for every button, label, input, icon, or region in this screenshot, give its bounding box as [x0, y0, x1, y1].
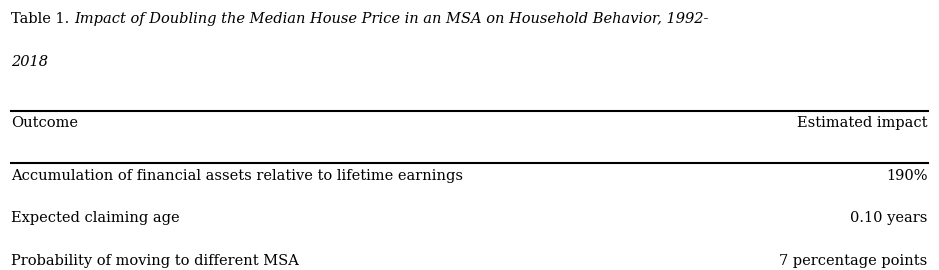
Text: Expected claiming age: Expected claiming age — [11, 211, 180, 225]
Text: 7 percentage points: 7 percentage points — [779, 254, 928, 268]
Text: 2018: 2018 — [11, 55, 48, 69]
Text: Table 1.: Table 1. — [11, 12, 74, 26]
Text: Probability of moving to different MSA: Probability of moving to different MSA — [11, 254, 300, 268]
Text: Estimated impact: Estimated impact — [797, 116, 928, 130]
Text: Outcome: Outcome — [11, 116, 78, 130]
Text: Impact of Doubling the Median House Price in an MSA on Household Behavior, 1992-: Impact of Doubling the Median House Pric… — [74, 12, 709, 26]
Text: Accumulation of financial assets relative to lifetime earnings: Accumulation of financial assets relativ… — [11, 169, 463, 183]
Text: 0.10 years: 0.10 years — [851, 211, 928, 225]
Text: 190%: 190% — [886, 169, 928, 183]
